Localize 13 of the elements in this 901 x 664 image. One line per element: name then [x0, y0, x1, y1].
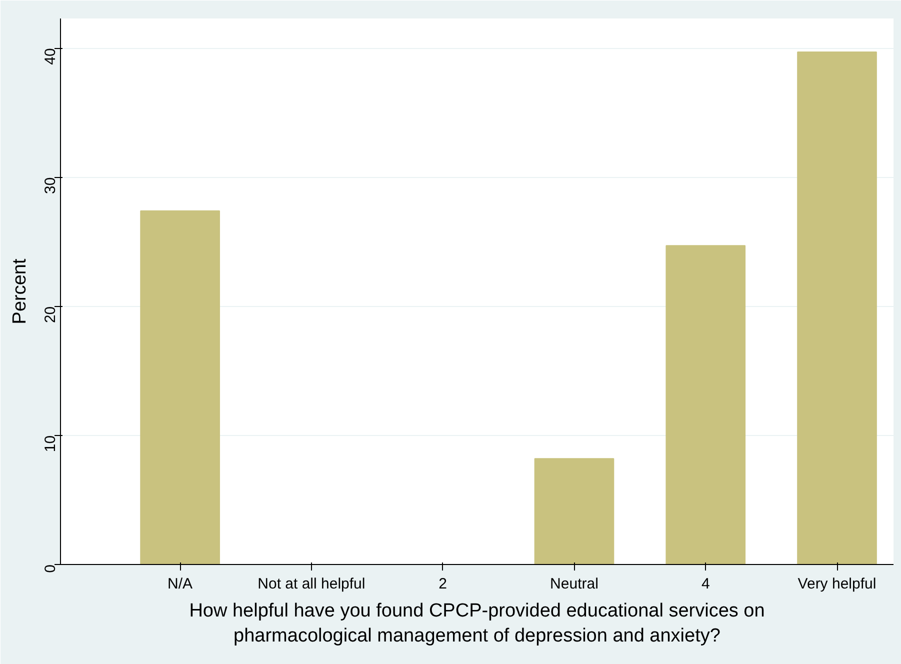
- x-axis-title: How helpful have you found CPCP-provided educational services on pharmacological management of depression and anxiety?: [189, 600, 765, 647]
- x-tick-label: N/A: [168, 576, 193, 592]
- x-tick-label: Not at all helpful: [258, 576, 366, 592]
- x-tick-label: 2: [438, 576, 448, 592]
- y-tick-label: 0: [42, 564, 59, 573]
- y-tick-label: 30: [42, 177, 59, 194]
- x-tick-label: 4: [701, 576, 710, 592]
- x-tick-label: Very helpful: [798, 576, 876, 592]
- x-tick-label: Neutral: [550, 576, 598, 592]
- y-tick-label: 20: [42, 306, 59, 324]
- y-axis-title: Percent: [10, 258, 30, 324]
- y-tick-label: 40: [42, 48, 59, 65]
- y-tick-label: 10: [42, 435, 59, 452]
